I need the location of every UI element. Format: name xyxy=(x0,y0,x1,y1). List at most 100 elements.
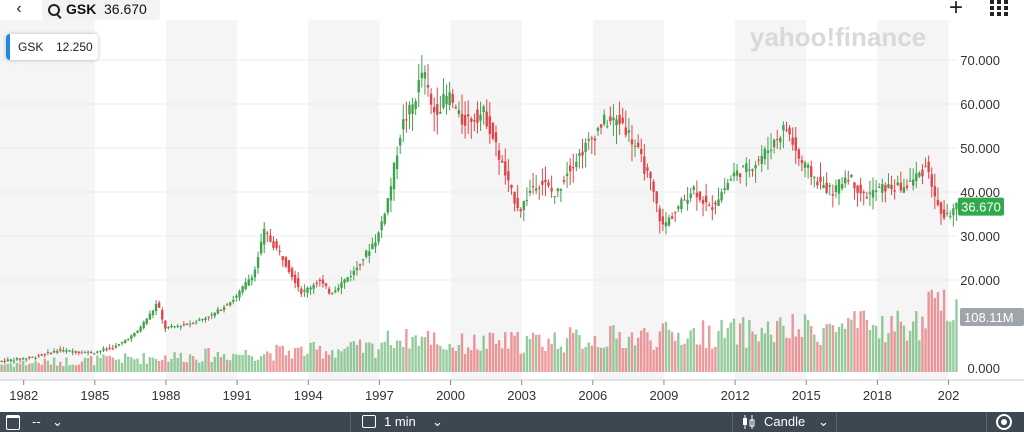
divider xyxy=(986,412,987,432)
candle-body xyxy=(924,166,927,168)
candle-body xyxy=(757,159,760,161)
chevron-down-icon[interactable]: ⌄ xyxy=(52,414,63,429)
volume-bar xyxy=(392,347,396,372)
candle-body xyxy=(584,142,587,153)
candle-body xyxy=(905,185,909,188)
candle-body xyxy=(120,342,124,344)
volume-bar xyxy=(463,354,467,372)
volume-bar xyxy=(538,334,541,372)
candle-body xyxy=(868,192,872,195)
candle-body xyxy=(933,186,937,197)
date-range-value[interactable]: -- xyxy=(32,414,41,429)
volume-bar xyxy=(65,357,68,372)
volume-bar xyxy=(708,325,711,372)
candle-body xyxy=(442,93,445,108)
volume-bar xyxy=(689,330,692,372)
interval-icon[interactable] xyxy=(362,415,376,428)
candle-body xyxy=(417,79,420,93)
candle-body xyxy=(578,152,581,156)
volume-bar xyxy=(191,356,195,372)
volume-bar xyxy=(612,325,615,372)
candle-body xyxy=(204,318,207,320)
volume-bar xyxy=(266,351,269,372)
volume-bar xyxy=(609,326,612,372)
volume-bar xyxy=(77,364,81,372)
volume-bar xyxy=(457,344,461,372)
gear-icon[interactable] xyxy=(996,414,1012,430)
series-legend[interactable]: GSK 12.250 xyxy=(6,34,98,60)
volume-bar xyxy=(528,339,532,372)
volume-bar xyxy=(531,332,535,372)
volume-bar xyxy=(905,340,909,372)
volume-bar xyxy=(618,332,621,372)
volume-bar xyxy=(161,360,164,372)
candle-body xyxy=(572,167,575,169)
candle-body xyxy=(343,279,346,283)
volume-bar xyxy=(615,338,618,372)
candle-body xyxy=(377,232,380,242)
chevron-down-icon[interactable]: ⌄ xyxy=(432,414,443,429)
candlestick-icon[interactable] xyxy=(742,414,756,430)
volume-bar xyxy=(204,348,207,372)
header-price: 36.670 xyxy=(104,1,147,17)
volume-bar xyxy=(229,360,232,372)
chevron-down-icon[interactable]: ⌄ xyxy=(818,414,829,429)
back-button[interactable]: ‹ xyxy=(8,0,30,20)
apps-grid-icon[interactable] xyxy=(990,0,1010,18)
volume-bar xyxy=(525,336,529,372)
candle-body xyxy=(701,199,705,204)
volume-bar xyxy=(46,360,50,372)
calendar-icon[interactable] xyxy=(6,415,20,430)
candle-body xyxy=(803,162,807,168)
candle-body xyxy=(602,114,606,125)
candle-body xyxy=(816,181,819,186)
candle-body xyxy=(28,356,31,358)
candle-body xyxy=(266,232,269,234)
volume-bar xyxy=(890,315,893,372)
search-box[interactable]: GSK 36.670 xyxy=(42,0,160,20)
volume-label: 108.11M xyxy=(964,310,1014,325)
candle-body xyxy=(871,189,875,198)
candle-body xyxy=(661,216,665,225)
volume-bar xyxy=(324,351,328,372)
candle-body xyxy=(6,359,9,362)
x-tick-label: 1982 xyxy=(9,388,38,403)
price-chart[interactable]: yahoo!finance 0.000 20.000 30.000 40.000 50.… xyxy=(0,20,1024,412)
volume-bar xyxy=(290,358,294,372)
candle-body xyxy=(185,323,189,325)
candle-body xyxy=(633,145,637,147)
candle-body xyxy=(618,114,621,125)
candle-body xyxy=(825,182,828,193)
ticker-symbol: GSK xyxy=(66,1,97,17)
volume-bar xyxy=(417,345,420,372)
candle-body xyxy=(581,151,584,156)
candle-body xyxy=(550,188,553,192)
volume-bar xyxy=(565,338,569,372)
volume-bar xyxy=(726,327,729,372)
volume-bar xyxy=(102,354,105,372)
volume-bar xyxy=(108,355,111,372)
interval-selector[interactable]: 1 min xyxy=(384,414,416,429)
volume-bar xyxy=(649,340,652,372)
volume-bar xyxy=(179,352,182,372)
candle-body xyxy=(287,260,291,273)
volume-bar xyxy=(281,345,284,372)
volume-bar xyxy=(43,358,47,372)
candle-body xyxy=(470,118,473,122)
candle-body xyxy=(77,351,81,353)
volume-bar xyxy=(794,336,797,372)
last-price-label: 36.670 xyxy=(961,200,1001,215)
candle-body xyxy=(553,196,556,198)
plus-icon: + xyxy=(948,0,963,21)
volume-bar xyxy=(52,357,56,372)
volume-bar xyxy=(735,344,739,372)
volume-bar xyxy=(556,348,560,372)
volume-bar xyxy=(334,357,337,372)
candle-body xyxy=(674,211,677,213)
add-button[interactable]: + xyxy=(944,0,968,21)
candle-body xyxy=(466,114,470,117)
volume-bar xyxy=(918,340,921,372)
chart-type-selector[interactable]: Candle xyxy=(764,414,806,429)
candle-body xyxy=(562,180,566,182)
volume-bar xyxy=(896,310,899,372)
